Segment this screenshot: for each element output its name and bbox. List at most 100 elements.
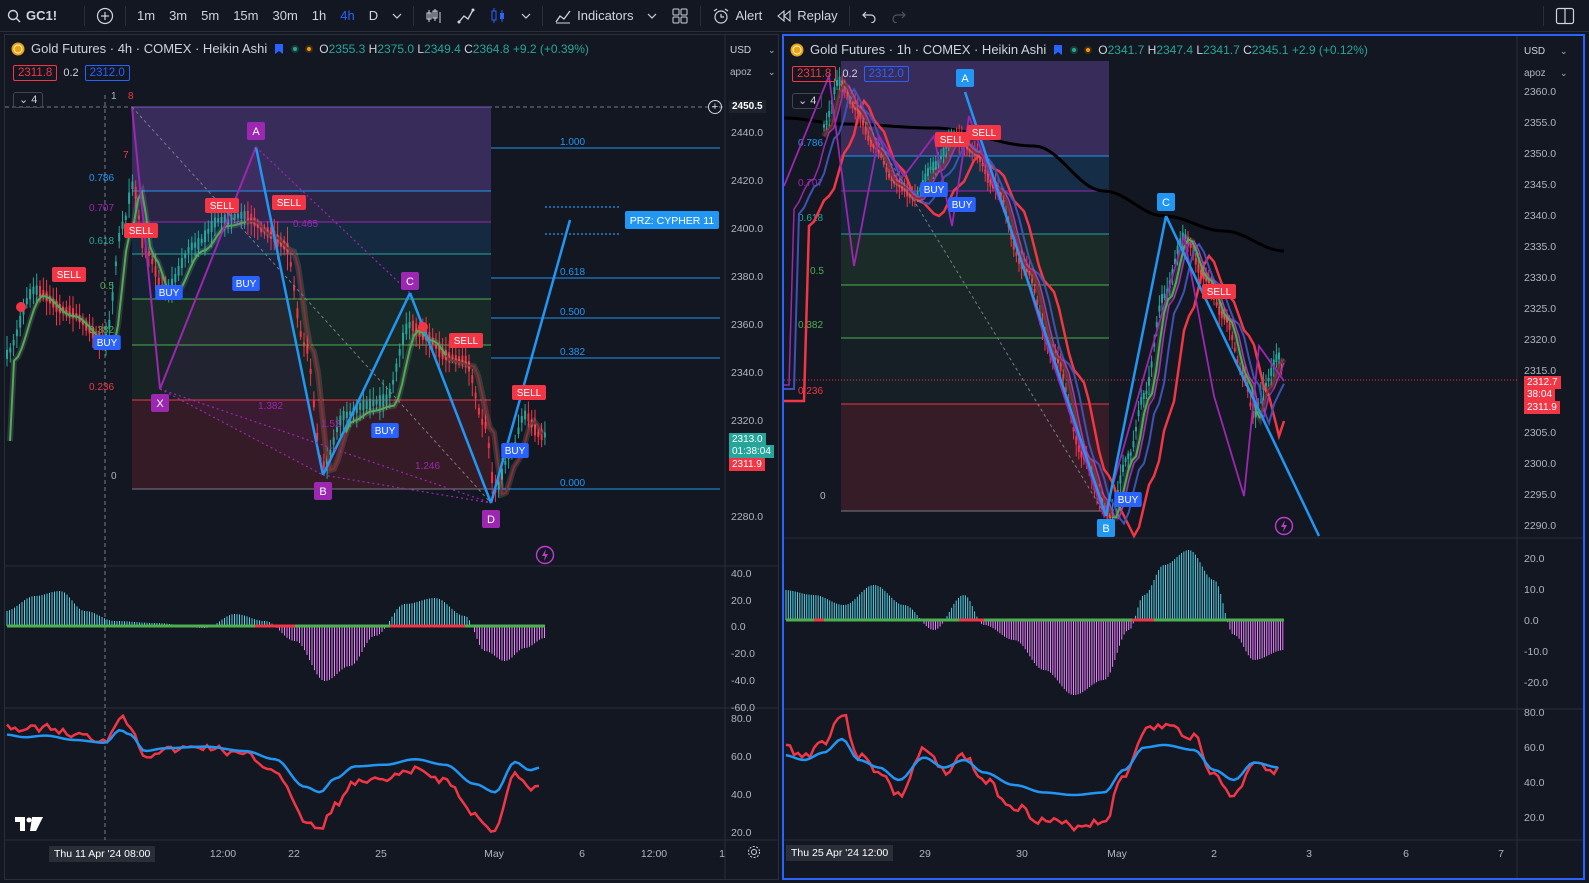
pattern-point-label: A xyxy=(961,73,969,85)
candle-body xyxy=(72,308,74,318)
candle-body xyxy=(1036,299,1039,306)
candle-body xyxy=(398,348,401,356)
interval-4h[interactable]: 4h xyxy=(340,8,355,23)
interval-1m[interactable]: 1m xyxy=(137,8,156,23)
candle-body xyxy=(151,258,154,265)
flag-icon[interactable] xyxy=(273,43,285,55)
replay-button[interactable]: Replay xyxy=(769,0,844,32)
symbol-search[interactable]: GC1! xyxy=(0,0,80,32)
candle-body xyxy=(213,217,216,228)
chevron-down-icon[interactable]: ⌄ xyxy=(1560,46,1568,56)
candle-body xyxy=(35,285,38,295)
scale-mode-selector[interactable]: apoz xyxy=(1524,68,1546,79)
chart-type-button[interactable] xyxy=(482,0,514,32)
interval-1h[interactable]: 1h xyxy=(311,8,327,23)
sell-signal: SELL xyxy=(1207,287,1232,298)
chevron-down-icon[interactable]: ⌄ xyxy=(1560,68,1568,78)
chart-type-dropdown[interactable] xyxy=(514,0,538,32)
redo-button[interactable] xyxy=(884,0,914,32)
ratio-label: 0.465 xyxy=(293,219,318,230)
zigzag-line xyxy=(784,72,1285,520)
bar-style-button[interactable] xyxy=(418,0,450,32)
candle-body xyxy=(48,296,51,304)
fib-projection-label: 0.382 xyxy=(560,347,585,358)
candle-body xyxy=(369,398,371,410)
candle-body xyxy=(1137,410,1140,417)
fib-label: 0.786 xyxy=(89,173,114,184)
chevron-down-icon[interactable]: ⌄ xyxy=(768,67,776,77)
rsi-slow-line xyxy=(6,728,540,794)
gold-coin-icon xyxy=(11,42,25,56)
scale-mode-selector[interactable]: apoz xyxy=(730,67,752,78)
candle-body xyxy=(415,323,418,334)
time-tick-label: 6 xyxy=(1403,848,1409,860)
indicator-collapse-button[interactable]: ⌄ 4 xyxy=(792,93,823,109)
symbol-title[interactable]: Gold Futures · 4h · COMEX · Heikin Ashi xyxy=(31,41,268,56)
rewind-icon xyxy=(776,9,792,23)
alert-button[interactable]: Alert xyxy=(705,0,769,32)
macd-tick-label: -20.0 xyxy=(731,648,755,660)
interval-D[interactable]: D xyxy=(368,8,379,23)
ratio-label: 1.382 xyxy=(258,401,283,412)
indicator-collapse-button[interactable]: ⌄ 4 xyxy=(13,92,44,108)
lightning-icon[interactable] xyxy=(535,545,555,565)
chart-panel-1h[interactable]: Gold Futures · 1h · COMEX · Heikin Ashi … xyxy=(782,34,1585,880)
separator xyxy=(542,5,544,26)
pattern-leg-blue xyxy=(963,91,1108,517)
exit-marker xyxy=(418,322,428,332)
interval-dropdown[interactable] xyxy=(385,0,409,32)
chart-panel-4h[interactable]: Gold Futures · 4h · COMEX · Heikin Ashi … xyxy=(4,34,779,880)
market-status-dot xyxy=(291,44,300,53)
chart-canvas[interactable]: 2440.0 2420.0 2400.0 2380.0 2360.0 2340.0 2320… xyxy=(5,35,779,880)
sell-price-button[interactable]: 2311.8 xyxy=(13,65,58,81)
currency-selector[interactable]: USD xyxy=(730,45,752,56)
candle-body xyxy=(276,234,279,247)
pattern-point-label: B xyxy=(319,486,326,498)
interval-15m[interactable]: 15m xyxy=(233,8,259,23)
undo-button[interactable] xyxy=(854,0,884,32)
templates-button[interactable] xyxy=(664,0,696,32)
lightning-icon[interactable] xyxy=(1274,516,1294,536)
tradingview-logo-icon[interactable] xyxy=(15,817,43,831)
interval-5m[interactable]: 5m xyxy=(201,8,220,23)
chart-canvas[interactable]: 2360.02355.02350.02345.02340.02335.02330… xyxy=(784,36,1583,878)
alarm-clock-icon xyxy=(712,7,730,25)
sell-signal-bg xyxy=(272,195,306,210)
currency-selector[interactable]: USD xyxy=(1524,46,1546,57)
candle-body xyxy=(39,285,41,297)
buy-price-button[interactable]: 2312.0 xyxy=(863,66,909,82)
rsi-tick-label: 20.0 xyxy=(731,827,752,839)
candle-body xyxy=(378,395,381,407)
buy-price-button[interactable]: 2312.0 xyxy=(84,65,130,81)
candle-body xyxy=(1059,363,1062,372)
flag-icon[interactable] xyxy=(1052,44,1064,56)
undo-icon xyxy=(861,9,877,23)
candle-body xyxy=(293,285,296,291)
candle-body xyxy=(171,278,173,290)
line-tool-button[interactable] xyxy=(450,0,482,32)
layout-button[interactable] xyxy=(1548,0,1589,32)
candle-body xyxy=(270,227,272,239)
candle-body xyxy=(336,427,338,433)
candle-body xyxy=(1057,357,1059,364)
interval-30m[interactable]: 30m xyxy=(272,8,298,23)
add-plus-icon[interactable]: + xyxy=(708,100,722,114)
symbol-title[interactable]: Gold Futures · 1h · COMEX · Heikin Ashi xyxy=(810,42,1047,57)
chevron-down-icon: ⌄ xyxy=(798,95,811,107)
sell-price-button[interactable]: 2311.8 xyxy=(792,66,837,82)
candle-body xyxy=(1236,359,1239,364)
fib-zone xyxy=(132,107,491,191)
candle-body xyxy=(1233,348,1236,352)
candle-body xyxy=(471,375,474,384)
settings-gear-icon[interactable] xyxy=(747,845,761,859)
indicators-button[interactable]: Indicators xyxy=(547,0,640,32)
indicators-dropdown[interactable] xyxy=(640,0,664,32)
chevron-down-icon[interactable]: ⌄ xyxy=(768,45,776,55)
fib-label: 0.382 xyxy=(798,320,823,331)
candle-body xyxy=(940,156,942,160)
candle-body xyxy=(147,251,150,256)
compare-button[interactable] xyxy=(89,0,121,32)
buy-signal: BUY xyxy=(1118,495,1139,506)
interval-3m[interactable]: 3m xyxy=(169,8,188,23)
candle-body xyxy=(534,424,536,436)
